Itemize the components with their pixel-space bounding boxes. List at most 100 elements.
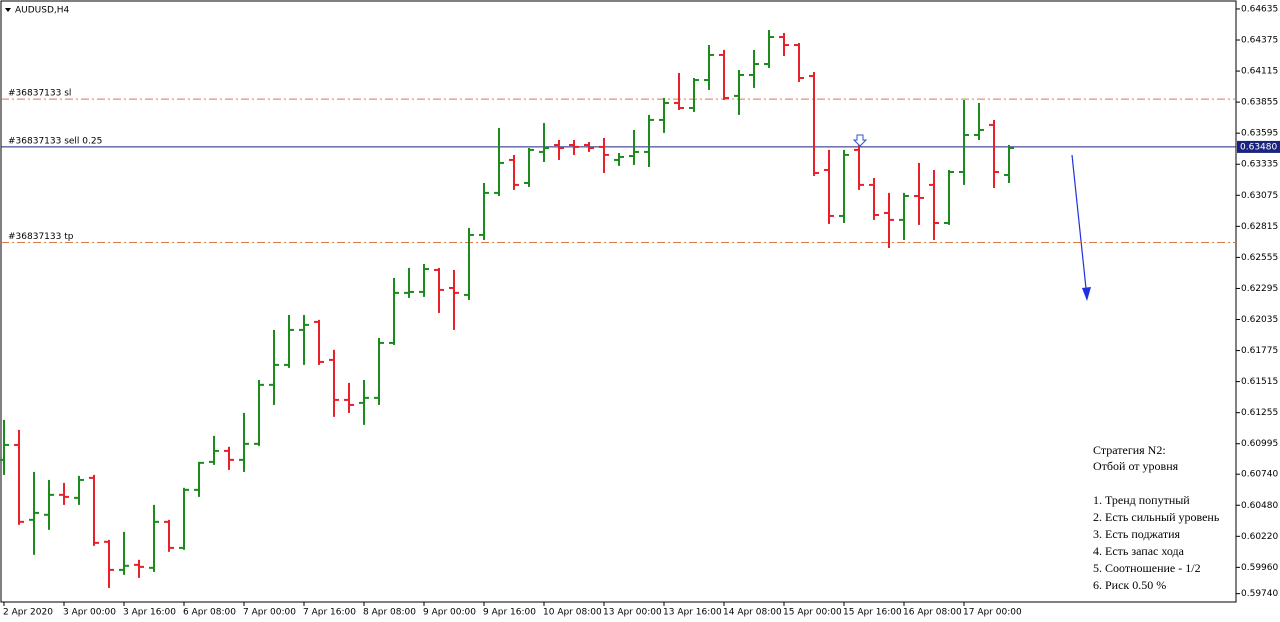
y-tick-label: 0.61255: [1241, 408, 1278, 418]
ohlc-bar: [689, 77, 699, 112]
ohlc-bar: [584, 142, 594, 152]
ohlc-bar: [134, 559, 144, 578]
x-tick-label: 6 Apr 08:00: [183, 608, 236, 618]
ohlc-bar: [494, 127, 504, 197]
y-tick-label: 0.59740: [1241, 589, 1278, 599]
ohlc-bar: [719, 49, 729, 100]
ohlc-bar: [44, 479, 54, 530]
ohlc-bar: [644, 114, 654, 167]
y-tick-label: 0.62555: [1241, 253, 1278, 263]
note-title: Стратегия N2:: [1093, 443, 1166, 457]
note-item: 2. Есть сильный уровень: [1093, 510, 1220, 524]
ohlc-bar: [914, 162, 924, 225]
strategy-note: Стратегия N2: Отбой от уровня 1. Тренд п…: [1093, 443, 1220, 592]
ohlc-bar: [419, 263, 429, 297]
y-tick-label: 0.60995: [1241, 439, 1278, 449]
ohlc-bar: [344, 382, 354, 413]
x-tick-label: 16 Apr 08:00: [903, 608, 962, 618]
ohlc-bar: [89, 474, 99, 546]
order-level-label: #36837133 sell 0.25: [8, 136, 102, 146]
ohlc-bar: [854, 145, 864, 190]
ohlc-bar: [704, 45, 714, 90]
x-tick-label: 2 Apr 2020: [3, 608, 53, 618]
y-tick-label: 0.62815: [1241, 222, 1278, 232]
x-tick-label: 10 Apr 08:00: [543, 608, 602, 618]
y-tick-label: 0.63335: [1241, 160, 1278, 170]
y-tick-label: 0.64115: [1241, 67, 1278, 77]
note-item: 1. Тренд попутный: [1093, 493, 1190, 507]
drawn-arrowhead: [1082, 287, 1091, 301]
ohlc-bar: [974, 102, 984, 140]
x-tick-label: 7 Apr 00:00: [243, 608, 296, 618]
ohlc-bar: [824, 149, 834, 224]
chart-title: AUDUSD,H4: [15, 6, 70, 16]
ohlc-bar: [599, 137, 609, 173]
y-tick-label: 0.63075: [1241, 191, 1278, 201]
ohlc-bar: [899, 192, 909, 240]
x-tick-label: 3 Apr 00:00: [63, 608, 116, 618]
ohlc-bar: [839, 149, 849, 224]
ohlc-bar: [779, 32, 789, 57]
ohlc-bar: [929, 169, 939, 240]
drawn-arrow: [1071, 154, 1088, 299]
ohlc-bar: [239, 412, 249, 472]
ohlc-bar: [254, 379, 264, 446]
order-level-label: #36837133 sl: [8, 89, 71, 99]
bid-price-label: 0.63480: [1240, 142, 1277, 152]
ohlc-bar: [569, 139, 579, 155]
y-tick-label: 0.63855: [1241, 98, 1278, 108]
plot-frame: [0, 0, 1237, 603]
note-subtitle: Отбой от уровня: [1093, 459, 1179, 473]
ohlc-bar: [224, 446, 234, 470]
ohlc-bar: [329, 349, 339, 417]
ohlc-bar: [614, 153, 624, 166]
ohlc-bar: [104, 539, 114, 588]
ohlc-bar: [269, 329, 279, 405]
ohlc-bar: [209, 435, 219, 465]
ohlc-bar: [149, 504, 159, 572]
y-tick-label: 0.63595: [1241, 129, 1278, 139]
note-item: 3. Есть поджатия: [1093, 527, 1181, 541]
ohlc-bar: [659, 97, 669, 133]
ohlc-bar: [749, 49, 759, 88]
ohlc-bar: [989, 119, 999, 189]
x-tick-label: 15 Apr 00:00: [783, 608, 842, 618]
ohlc-bar: [809, 72, 819, 176]
note-item: 4. Есть запас хода: [1093, 544, 1185, 558]
order-level-label: #36837133 tp: [8, 232, 74, 242]
x-tick-label: 15 Apr 16:00: [843, 608, 902, 618]
y-tick-label: 0.61515: [1241, 377, 1278, 387]
y-tick-label: 0.62035: [1241, 315, 1278, 325]
y-tick-label: 0.60740: [1241, 470, 1278, 480]
ohlc-bar: [869, 177, 879, 220]
ohlc-bar: [359, 379, 369, 425]
ohlc-bar: [674, 72, 684, 111]
ohlc-bar: [74, 475, 84, 505]
ohlc-bar: [734, 69, 744, 115]
ohlc-bar: [299, 314, 309, 365]
note-item: 5. Соотношение - 1/2: [1093, 561, 1201, 575]
ohlc-bar: [959, 99, 969, 185]
ohlc-bar: [404, 267, 414, 298]
ohlc-bar: [539, 123, 549, 162]
symbol-menu-icon[interactable]: [5, 8, 11, 12]
note-item: 6. Риск 0.50 %: [1093, 578, 1166, 592]
ohlc-bar: [119, 531, 129, 575]
bid-price-box: [1237, 140, 1280, 153]
ohlc-bar: [764, 29, 774, 68]
ohlc-bar: [629, 129, 639, 165]
y-tick-label: 0.64635: [1241, 4, 1278, 14]
y-tick-label: 0.59960: [1241, 563, 1278, 573]
x-tick-label: 7 Apr 16:00: [303, 608, 356, 618]
x-tick-label: 9 Apr 16:00: [483, 608, 536, 618]
ohlc-bar: [14, 429, 24, 525]
y-tick-label: 0.61775: [1241, 346, 1278, 356]
x-tick-label: 8 Apr 08:00: [363, 608, 416, 618]
ohlc-bar: [464, 227, 474, 300]
ohlc-bar: [59, 482, 69, 505]
ohlc-bar: [0, 419, 9, 475]
ohlc-bar: [479, 182, 489, 240]
ohlc-bar: [434, 267, 444, 313]
x-tick-label: 14 Apr 08:00: [723, 608, 782, 618]
